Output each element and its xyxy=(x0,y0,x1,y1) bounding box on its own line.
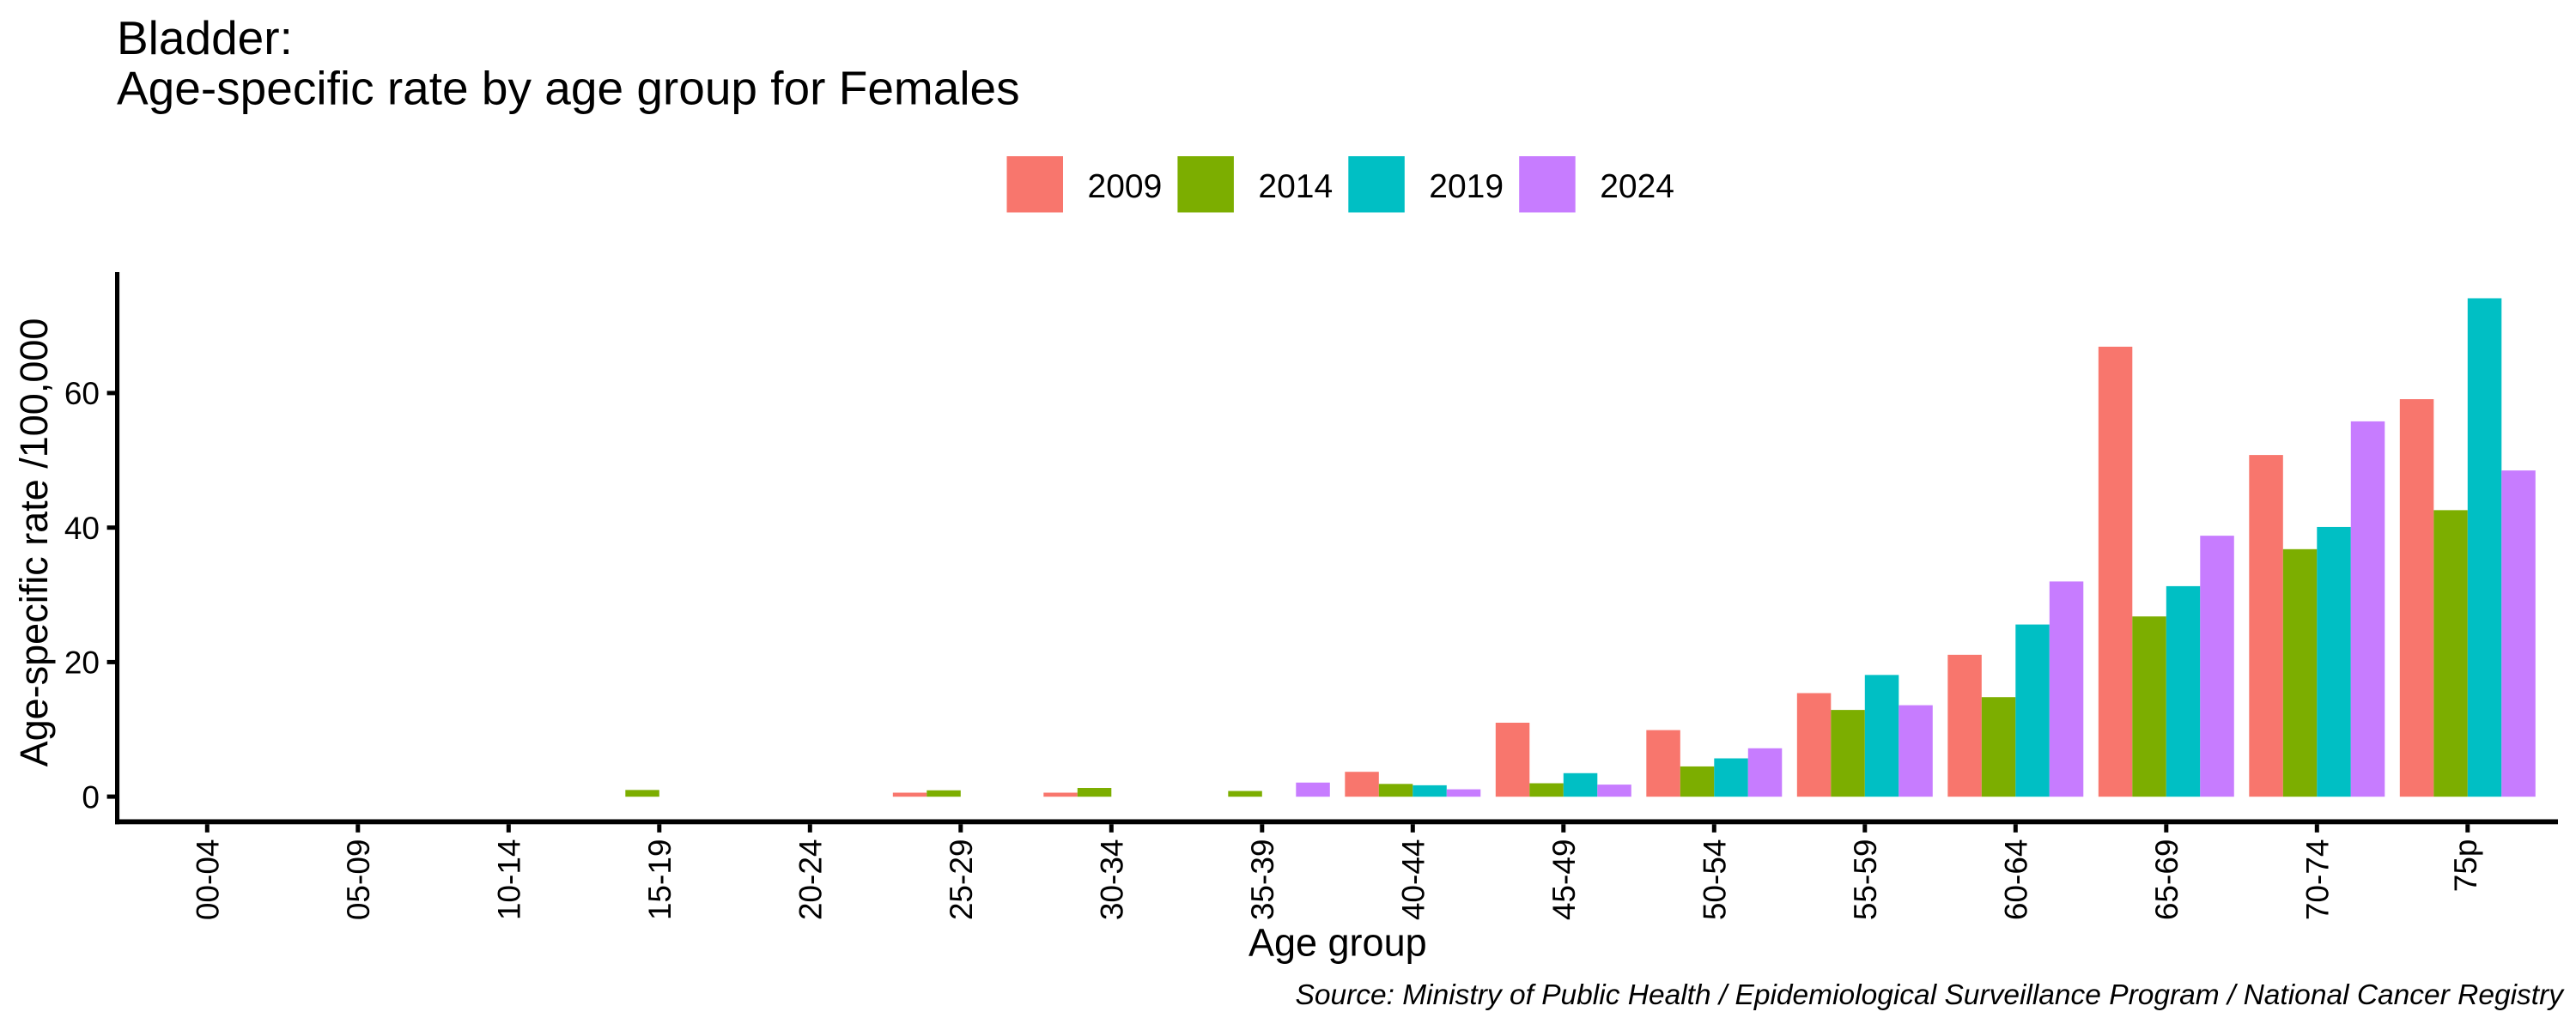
svg-text:60: 60 xyxy=(64,376,100,411)
svg-text:Source: Ministry of Public Hea: Source: Ministry of Public Health / Epid… xyxy=(1296,979,2566,1011)
svg-text:15-19: 15-19 xyxy=(642,839,677,921)
svg-text:75p: 75p xyxy=(2448,839,2483,893)
svg-text:60-64: 60-64 xyxy=(1999,839,2034,921)
svg-text:05-09: 05-09 xyxy=(341,839,376,921)
svg-text:2014: 2014 xyxy=(1258,168,1333,205)
svg-text:50-54: 50-54 xyxy=(1698,839,1733,921)
svg-text:2009: 2009 xyxy=(1088,168,1163,205)
svg-text:20-24: 20-24 xyxy=(793,839,829,921)
svg-text:40-44: 40-44 xyxy=(1396,839,1431,921)
svg-text:10-14: 10-14 xyxy=(492,839,527,921)
svg-text:30-34: 30-34 xyxy=(1095,839,1130,921)
svg-text:70-74: 70-74 xyxy=(2300,839,2336,921)
svg-text:0: 0 xyxy=(82,779,100,815)
svg-text:2024: 2024 xyxy=(1600,168,1674,205)
svg-text:20: 20 xyxy=(64,645,100,681)
svg-text:40: 40 xyxy=(64,511,100,546)
svg-text:55-59: 55-59 xyxy=(1848,839,1883,921)
svg-text:Age-specific rate by age group: Age-specific rate by age group for Femal… xyxy=(117,62,1020,115)
svg-text:65-69: 65-69 xyxy=(2149,839,2184,921)
svg-text:Age group: Age group xyxy=(1249,921,1427,965)
svg-text:45-49: 45-49 xyxy=(1546,839,1582,921)
svg-text:35-39: 35-39 xyxy=(1245,839,1280,921)
svg-text:2019: 2019 xyxy=(1429,168,1504,205)
svg-text:25-29: 25-29 xyxy=(944,839,979,921)
svg-text:00-04: 00-04 xyxy=(191,839,226,921)
svg-text:Bladder:: Bladder: xyxy=(117,11,293,64)
svg-text:Age-specific rate /100,000: Age-specific rate /100,000 xyxy=(12,318,56,767)
